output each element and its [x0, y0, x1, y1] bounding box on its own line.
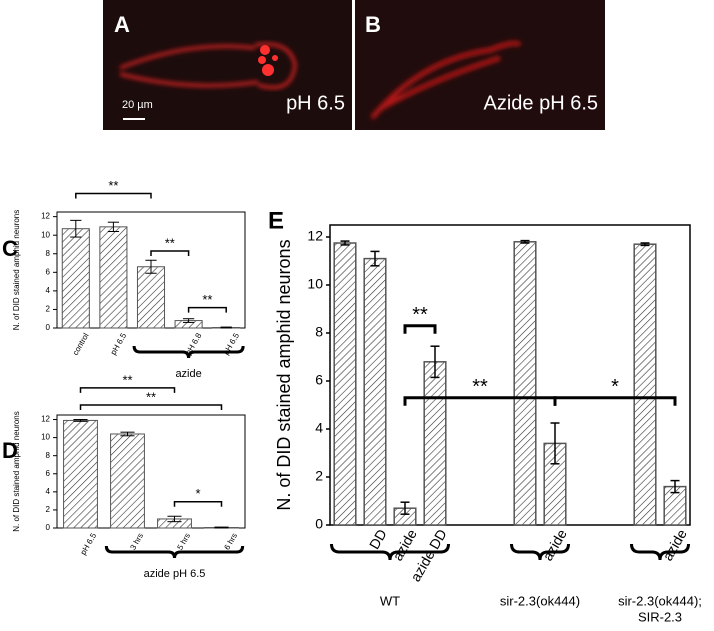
error-bar — [214, 527, 228, 528]
group-label: WT — [380, 593, 400, 608]
error-bar — [221, 327, 232, 328]
panel-label: B — [365, 12, 381, 37]
group-label: azide pH 6.5 — [144, 568, 206, 580]
scale-label: 20 µm — [122, 99, 153, 111]
significance-bracket — [405, 326, 435, 334]
significance-label: * — [195, 486, 200, 501]
y-tick-label: 4 — [315, 420, 323, 436]
y-tick-label: 10 — [41, 433, 50, 442]
y-tick-label: 12 — [41, 415, 50, 424]
bar — [424, 362, 446, 525]
significance-label: ** — [146, 389, 156, 404]
x-tick-label: pH 6.5 — [109, 331, 129, 356]
significance-bracket — [151, 251, 189, 256]
y-tick-label: 0 — [46, 323, 51, 332]
y-axis-label: N. of DID stained amphid neurons — [274, 239, 294, 510]
significance-bracket — [81, 405, 222, 410]
significance-label: ** — [202, 292, 212, 307]
group-label: sir-2.3(ok444) — [500, 593, 580, 608]
image-caption: pH 6.5 — [286, 92, 345, 114]
x-tick-label: 6 hrs — [222, 532, 239, 552]
bar — [634, 244, 656, 525]
y-tick-label: 2 — [46, 305, 51, 314]
bar — [514, 242, 536, 525]
y-tick-label: 6 — [315, 372, 323, 388]
y-tick-label: 8 — [315, 324, 323, 340]
y-tick-label: 6 — [46, 469, 51, 478]
panel-label: E — [268, 207, 284, 234]
y-tick-label: 12 — [41, 212, 50, 221]
y-tick-label: 6 — [46, 267, 51, 276]
panel-label: A — [114, 12, 130, 37]
significance-label: ** — [412, 304, 428, 326]
y-tick-label: 10 — [307, 276, 323, 292]
group-label: SIR-2.3 — [638, 609, 682, 624]
y-tick-label: 2 — [315, 468, 323, 484]
significance-bracket — [76, 193, 151, 198]
significance-label: ** — [165, 235, 175, 250]
y-tick-label: 12 — [307, 228, 323, 244]
y-tick-label: 4 — [46, 286, 51, 295]
y-tick-label: 0 — [315, 516, 323, 532]
y-axis-label: N. of DID stained amphid neurons — [12, 210, 21, 331]
x-tick-label: azide — [659, 526, 690, 563]
y-tick-label: 0 — [46, 523, 51, 532]
bar — [62, 229, 89, 328]
y-tick-label: 4 — [46, 487, 51, 496]
bar — [364, 259, 386, 525]
significance-label: ** — [108, 178, 118, 193]
significance-bracket — [189, 308, 227, 313]
y-tick-label: 10 — [41, 230, 50, 239]
x-tick-label: DD — [366, 526, 390, 552]
bar — [100, 227, 127, 328]
image-caption: Azide pH 6.5 — [483, 92, 598, 114]
group-label: sir-2.3(ok444); — [618, 593, 702, 608]
x-tick-label: azide — [539, 526, 570, 563]
x-tick-label: pH 6.5 — [79, 531, 99, 556]
group-label: azide — [175, 368, 201, 380]
y-tick-label: 8 — [46, 249, 51, 258]
bar — [111, 434, 145, 528]
image-a: A 20 µm pH 6.5 — [103, 0, 352, 130]
significance-bracket — [555, 398, 675, 406]
y-tick-label: 2 — [46, 505, 51, 514]
y-tick-label: 8 — [46, 451, 51, 460]
significance-label: ** — [472, 376, 488, 398]
bar — [64, 420, 98, 528]
significance-bracket — [81, 388, 175, 393]
bar — [137, 267, 164, 328]
bar — [334, 243, 356, 525]
y-axis-label: N. of DID stained amphid neurons — [12, 411, 21, 532]
x-tick-label: 5 hrs — [175, 532, 192, 552]
significance-label: ** — [122, 372, 132, 387]
x-tick-label: 3 hrs — [128, 532, 145, 552]
image-b: B Azide pH 6.5 — [355, 0, 605, 130]
significance-label: * — [611, 376, 619, 398]
x-tick-label: control — [71, 331, 91, 356]
x-tick-label: azide — [389, 526, 420, 563]
significance-bracket — [175, 502, 222, 507]
